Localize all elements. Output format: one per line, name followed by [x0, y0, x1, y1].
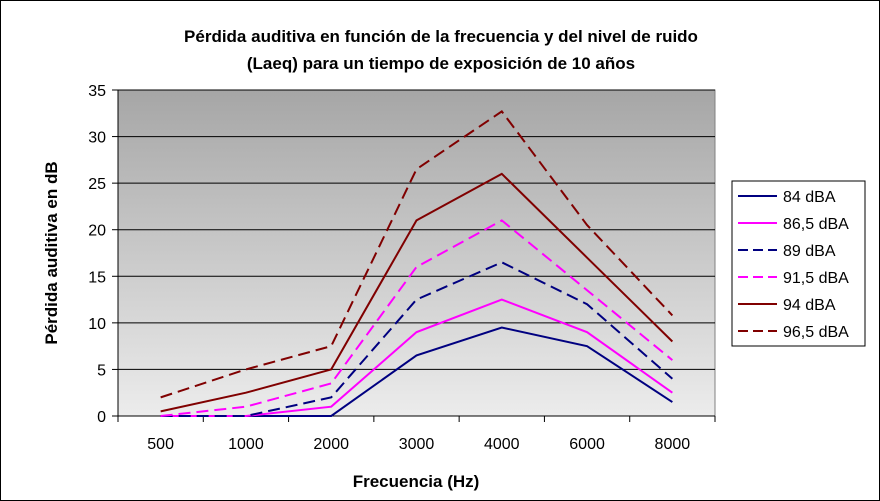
legend-label: 86,5 dBA	[783, 216, 849, 233]
legend-box	[731, 180, 866, 347]
legend: 84 dBA 86,5 dBA 89 dBA 91,5 dBA 94 dBA 96,5 d…	[731, 180, 866, 347]
y-axis-title: Pérdida auditiva en dB	[42, 161, 61, 344]
x-tick-label: 4000	[484, 436, 520, 453]
series-line-5	[160, 172, 674, 413]
series-line-6	[160, 110, 674, 399]
x-tick-label: 8000	[655, 436, 691, 453]
x-axis-title: Frecuencia (Hz)	[353, 472, 480, 491]
series-line-4	[160, 219, 673, 417]
y-tick-label: 25	[88, 176, 106, 193]
series-line-2	[160, 298, 673, 417]
x-tick-labels: 500 1000 2000 3000 4000 6000 8000	[147, 436, 690, 453]
legend-label: 94 dBA	[783, 297, 836, 314]
series-lines	[160, 110, 674, 417]
y-tick-label: 30	[88, 130, 106, 147]
legend-label: 96,5 dBA	[783, 324, 849, 341]
y-tick-label: 5	[97, 362, 106, 379]
y-tick-label: 15	[88, 269, 106, 286]
plot-area	[117, 89, 716, 417]
series-line-3	[160, 261, 674, 417]
x-tick-label: 1000	[228, 436, 264, 453]
legend-label: 89 dBA	[783, 243, 836, 260]
chart-title-line-2: (Laeq) para un tiempo de exposición de 1…	[247, 54, 635, 73]
y-tick-label: 0	[97, 409, 106, 426]
x-tick-label: 500	[147, 436, 174, 453]
legend-items: 84 dBA 86,5 dBA 89 dBA 91,5 dBA 94 dBA 96,5 d…	[738, 189, 849, 341]
x-tick-label: 3000	[399, 436, 435, 453]
y-tick-label: 10	[88, 316, 106, 333]
x-tick-label: 6000	[569, 436, 605, 453]
grid-lines	[118, 89, 715, 370]
legend-label: 84 dBA	[783, 189, 836, 206]
y-tick-label: 35	[88, 83, 106, 100]
chart-title-line-1: Pérdida auditiva en función de la frecue…	[184, 27, 698, 46]
legend-label: 91,5 dBA	[783, 270, 849, 287]
y-tick-label: 20	[88, 223, 106, 240]
y-tick-labels: 0 5 10 15 20 25 30 35	[88, 83, 106, 426]
x-tick-label: 2000	[313, 436, 349, 453]
